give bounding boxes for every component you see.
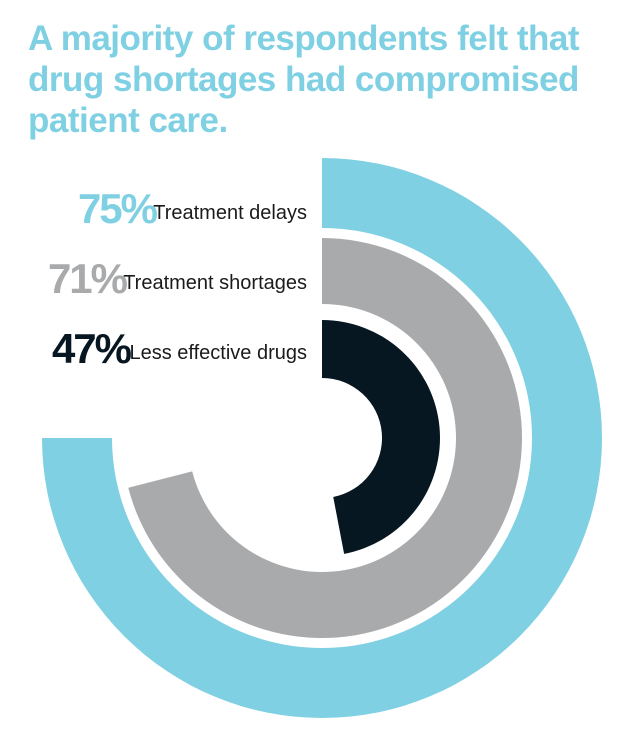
category-label: Less effective drugs [129, 342, 307, 364]
ring-treatment-shortages [128, 238, 522, 638]
value-label: 71% [48, 255, 128, 302]
category-label: Treatment delays [153, 202, 307, 224]
chart-rings [42, 158, 602, 718]
value-label: 47% [52, 325, 132, 372]
ring-less-effective-drugs [322, 320, 440, 554]
value-label: 75% [78, 185, 158, 232]
category-label: Treatment shortages [123, 272, 307, 294]
chart-labels: 75%Treatment delays 71%Treatment shortage… [48, 185, 307, 372]
page-title: A majority of respondents felt that drug… [28, 19, 579, 140]
